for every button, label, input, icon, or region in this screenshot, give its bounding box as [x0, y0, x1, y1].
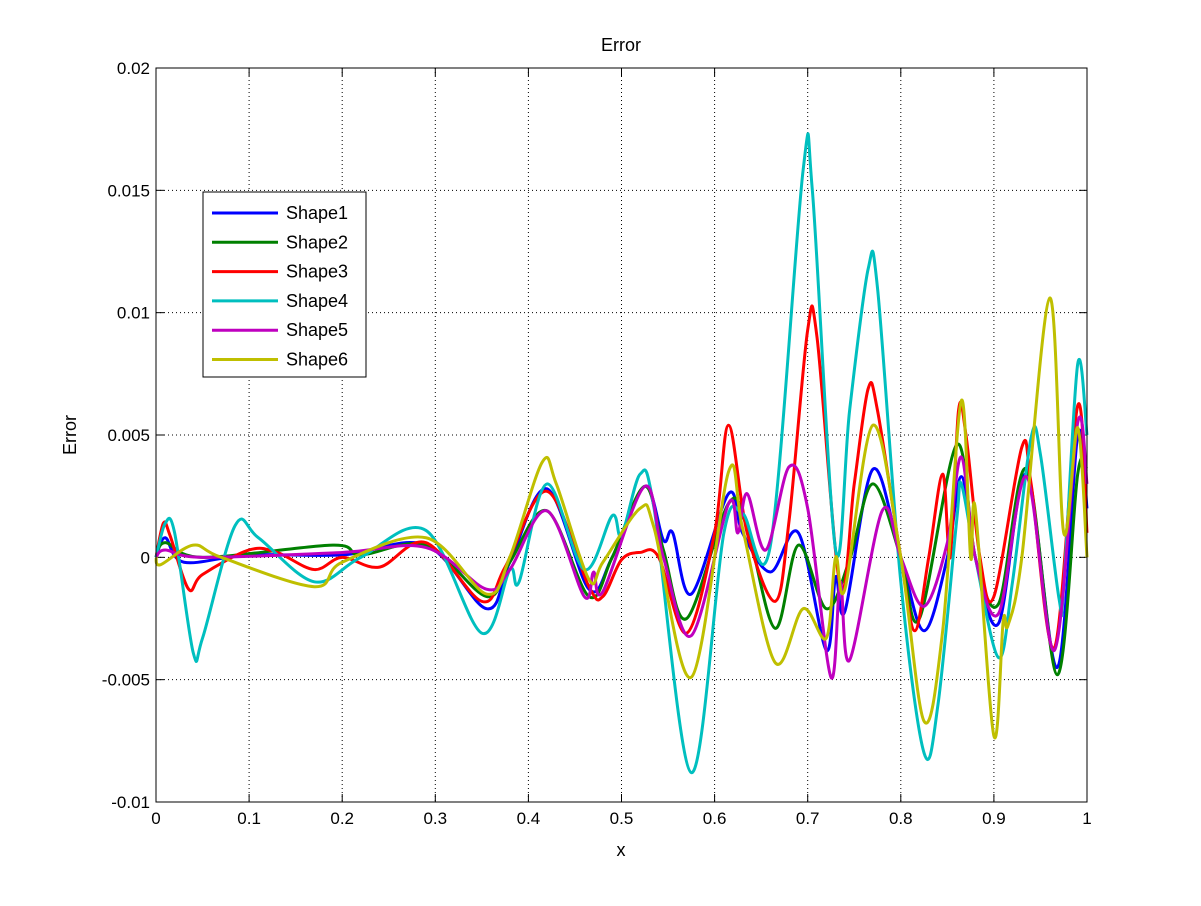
legend-box [202, 191, 367, 378]
series-line-shape1 [154, 428, 1089, 669]
plot-frame [155, 67, 1088, 803]
x-tick-label: 0.5 [610, 809, 634, 828]
y-tick-label: 0.01 [117, 304, 150, 323]
series-line-shape4 [154, 132, 1089, 775]
y-tick-label: 0.015 [107, 181, 150, 200]
x-tick-label: 0.8 [889, 809, 913, 828]
legend-label-shape1: Shape1 [286, 203, 348, 223]
y-tick-label: -0.005 [102, 671, 150, 690]
x-tick-label: 0.7 [796, 809, 820, 828]
chart-title: Error [601, 35, 641, 55]
x-tick-label: 0.3 [423, 809, 447, 828]
legend-label-shape3: Shape3 [286, 262, 348, 282]
x-tick-label: 0.1 [237, 809, 261, 828]
x-tick-label: 0.6 [703, 809, 727, 828]
series-line-shape5 [154, 415, 1089, 680]
y-tick-label: -0.01 [111, 793, 150, 812]
series-line-shape6 [154, 296, 1089, 740]
x-tick-label: 0.4 [517, 809, 541, 828]
ticks: 0 0.1 0.2 0.3 0.4 0.5 0.6 0.7 0.8 0.9 1 -0.01 -0.005… [102, 59, 1092, 828]
series-lines [154, 132, 1089, 775]
y-axis-label: Error [60, 415, 80, 455]
x-axis-label: x [617, 840, 626, 860]
y-tick-label: 0.005 [107, 426, 150, 445]
x-tick-label: 0 [151, 809, 160, 828]
legend: Shape1 Shape2 Shape3 Shape4 Shape5 Shape6 [202, 191, 367, 378]
y-tick-label: 0 [141, 548, 150, 567]
y-tick-label: 0.02 [117, 59, 150, 78]
legend-label-shape6: Shape6 [286, 350, 348, 370]
legend-label-shape4: Shape4 [286, 291, 348, 311]
x-tick-label: 0.2 [330, 809, 354, 828]
legend-label-shape2: Shape2 [286, 232, 348, 252]
x-tick-label: 0.9 [982, 809, 1006, 828]
x-tick-label: 1 [1082, 809, 1091, 828]
legend-label-shape5: Shape5 [286, 320, 348, 340]
